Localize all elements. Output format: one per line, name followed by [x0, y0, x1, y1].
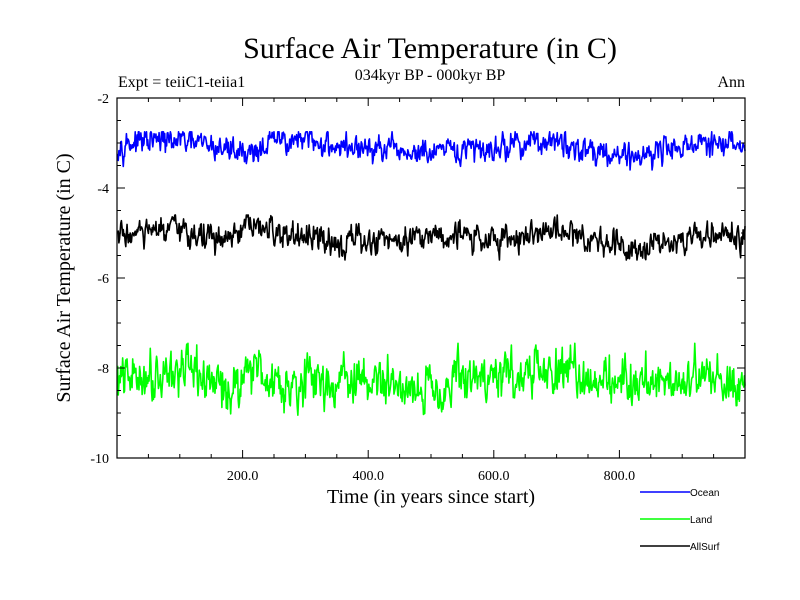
y-tick-label: -6: [97, 272, 109, 287]
legend: Ocean Land AllSurf: [640, 488, 720, 553]
x-tick-label: 600.0: [478, 469, 510, 484]
y-tick-label: -10: [90, 452, 109, 467]
x-axis: 200.0 400.0 600.0 800.0: [147, 98, 715, 484]
y-tick-label: -2: [97, 92, 109, 107]
legend-label-allsurf: AllSurf: [690, 542, 720, 553]
season-label: Ann: [717, 74, 745, 91]
series-line-land: [116, 342, 746, 417]
y-axis-label: Surface Air Temperature (in C): [53, 153, 75, 402]
series-layer: [116, 130, 746, 417]
experiment-label: Expt = teiiC1-teiia1: [118, 74, 245, 91]
series-line-ocean: [116, 130, 746, 171]
x-tick-label: 400.0: [352, 469, 384, 484]
x-axis-label: Time (in years since start): [327, 486, 535, 508]
chart-subtitle: 034kyr BP - 000kyr BP: [355, 67, 506, 84]
series-line-allsurf: [117, 214, 746, 261]
y-tick-label: -8: [97, 362, 109, 377]
y-axis: -2 -4 -6 -8 -10: [90, 92, 745, 467]
legend-label-ocean: Ocean: [690, 488, 719, 499]
chart-title: Surface Air Temperature (in C): [243, 32, 617, 65]
x-tick-label: 800.0: [604, 469, 636, 484]
x-tick-label: 200.0: [227, 469, 259, 484]
legend-label-land: Land: [690, 515, 712, 526]
y-tick-label: -4: [97, 182, 109, 197]
